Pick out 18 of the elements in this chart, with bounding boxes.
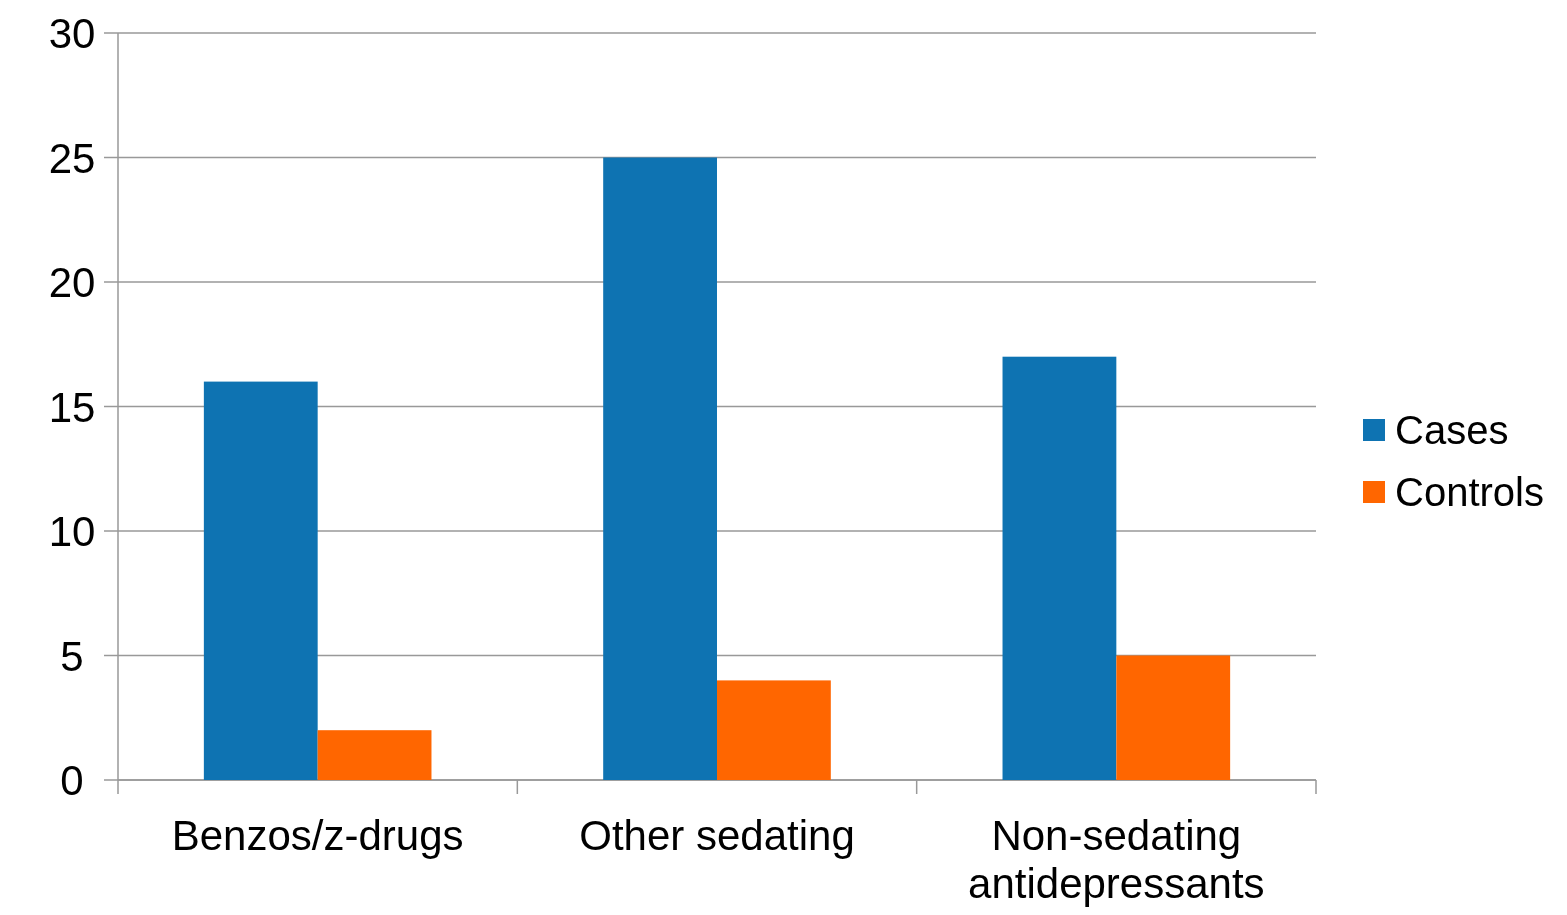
legend-label: Controls xyxy=(1395,470,1544,515)
bar xyxy=(317,730,432,780)
x-tick-label: Other sedating xyxy=(579,812,855,859)
legend-label: Cases xyxy=(1395,408,1509,453)
y-tick-label: 30 xyxy=(48,10,96,58)
bar xyxy=(717,680,831,780)
bar xyxy=(1002,356,1117,780)
y-tick-label: 0 xyxy=(60,757,84,805)
x-tick-label: Benzos/z-drugs xyxy=(171,812,464,859)
bar xyxy=(603,157,717,780)
y-tick-label: 25 xyxy=(48,134,96,182)
x-tick-label: Non-sedating antidepressants xyxy=(968,812,1265,907)
y-tick-label: 10 xyxy=(48,508,96,556)
y-tick-label: 15 xyxy=(48,383,96,431)
y-tick-label: 20 xyxy=(48,259,96,307)
y-tick-label: 5 xyxy=(60,632,84,680)
bar xyxy=(1116,655,1231,780)
bar xyxy=(203,381,318,780)
